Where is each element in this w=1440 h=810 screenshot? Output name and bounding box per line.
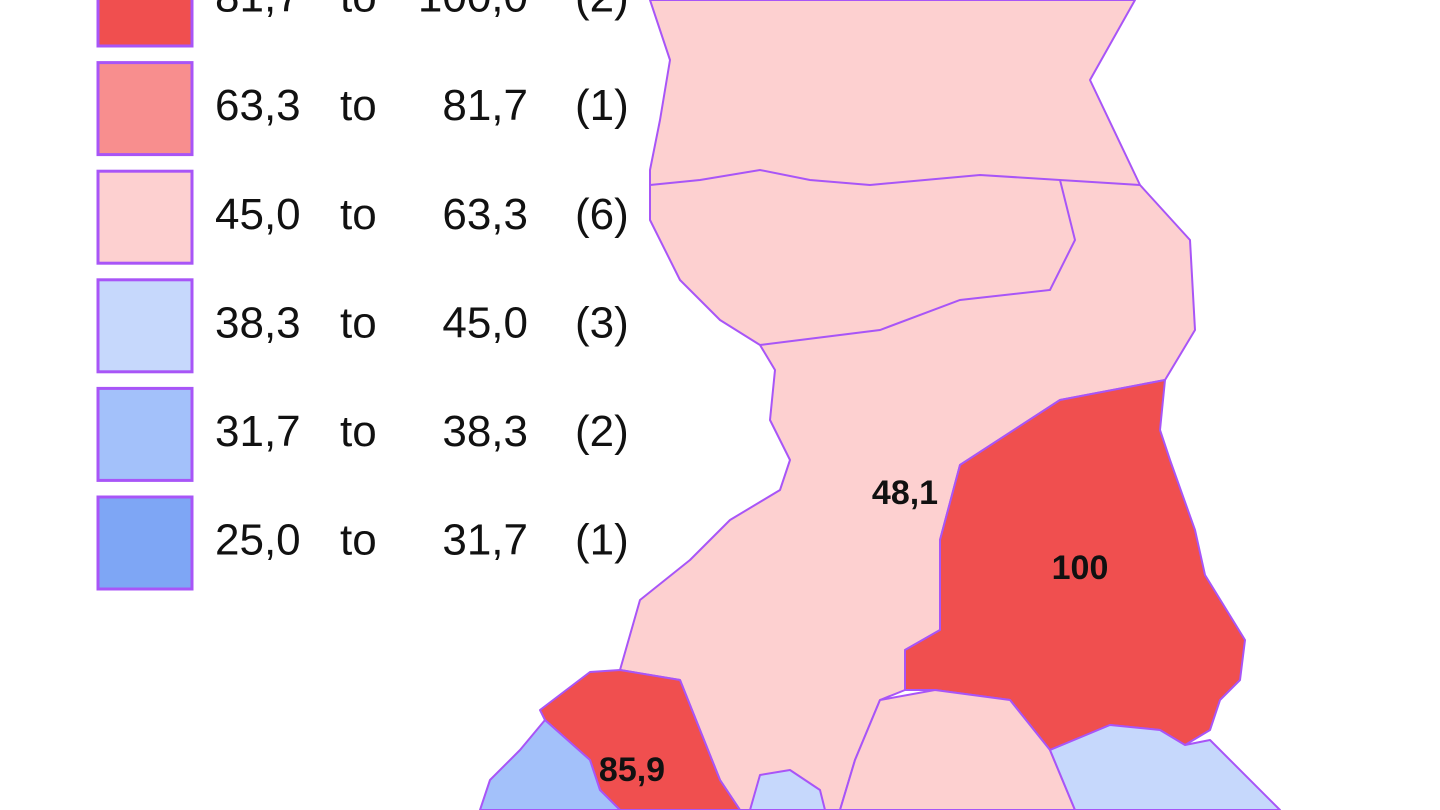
legend-sep: to bbox=[340, 407, 377, 456]
legend-from: 38,3 bbox=[215, 298, 301, 347]
region-label: 100 bbox=[1052, 549, 1109, 587]
legend-to: 63,3 bbox=[442, 190, 528, 239]
legend-from: 63,3 bbox=[215, 81, 301, 130]
legend-sep: to bbox=[340, 190, 377, 239]
region bbox=[749, 769, 826, 810]
region-border bbox=[649, 168, 1141, 187]
legend-from: 45,0 bbox=[215, 190, 301, 239]
legend-swatch bbox=[96, 61, 194, 157]
legend-count: (1) bbox=[575, 81, 629, 130]
legend-sep: to bbox=[340, 298, 377, 347]
legend-count: (2) bbox=[575, 0, 629, 22]
legend-sep: to bbox=[340, 516, 377, 565]
legend-count: (2) bbox=[575, 407, 629, 456]
legend: 81,7 to 100,0 (2) 63,3 to 81,7 (1) 45,0 to 63,3 (6)… bbox=[96, 0, 629, 591]
legend-to: 81,7 bbox=[442, 81, 528, 130]
legend-swatch bbox=[96, 0, 194, 48]
legend-swatch bbox=[96, 386, 194, 482]
map-regions bbox=[479, 0, 1281, 810]
legend-to: 38,3 bbox=[442, 407, 528, 456]
legend-to: 45,0 bbox=[442, 298, 528, 347]
legend-count: (3) bbox=[575, 298, 629, 347]
legend-to: 100,0 bbox=[418, 0, 528, 22]
legend-from: 25,0 bbox=[215, 516, 301, 565]
legend-swatch bbox=[96, 169, 194, 265]
region bbox=[1049, 724, 1281, 810]
legend-count: (6) bbox=[575, 190, 629, 239]
legend-swatch bbox=[96, 278, 194, 374]
region-border bbox=[759, 179, 1077, 346]
legend-sep: to bbox=[340, 0, 377, 22]
region bbox=[479, 719, 621, 810]
legend-count: (1) bbox=[575, 516, 629, 565]
legend-swatch bbox=[96, 495, 194, 591]
legend-sep: to bbox=[340, 81, 377, 130]
legend-from: 81,7 bbox=[215, 0, 301, 22]
region-label: 85,9 bbox=[599, 751, 665, 789]
region-label: 48,1 bbox=[872, 474, 938, 512]
legend-from: 31,7 bbox=[215, 407, 301, 456]
legend-to: 31,7 bbox=[442, 516, 528, 565]
